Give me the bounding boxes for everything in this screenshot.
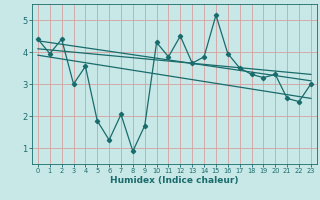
X-axis label: Humidex (Indice chaleur): Humidex (Indice chaleur) [110,176,239,185]
